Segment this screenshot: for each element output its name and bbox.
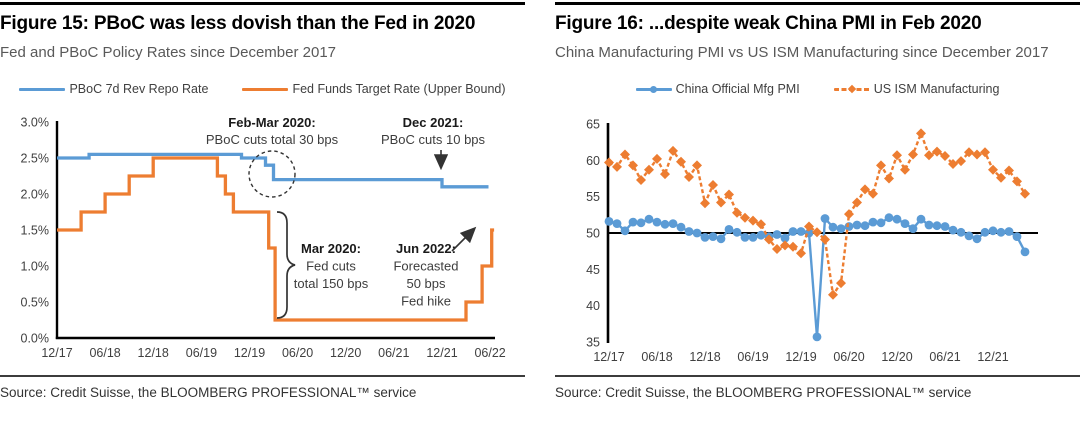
svg-text:06/18: 06/18 bbox=[89, 346, 120, 360]
svg-text:06/20: 06/20 bbox=[833, 350, 864, 364]
svg-text:Fed cuts: Fed cuts bbox=[306, 259, 356, 274]
svg-text:2.5%: 2.5% bbox=[21, 152, 50, 166]
svg-text:35: 35 bbox=[586, 336, 600, 350]
figure15-chart: 3.0% 2.5% 2.0% 1.5% 1.0% 0.5% 0.0%12/17 06/18 12… bbox=[21, 115, 506, 360]
svg-text:55: 55 bbox=[586, 190, 600, 204]
legend-label-pboc-rate: PBoC 7d Rev Repo Rate bbox=[69, 82, 209, 96]
legend-item-us-ism: US ISM Manufacturing bbox=[833, 82, 1000, 96]
svg-text:total 150 bps: total 150 bps bbox=[294, 276, 369, 291]
svg-text:12/20: 12/20 bbox=[881, 350, 912, 364]
svg-text:12/19: 12/19 bbox=[234, 346, 265, 360]
legend-item-pboc-rate: PBoC 7d Rev Repo Rate bbox=[19, 82, 208, 96]
pboc-line-swatch-icon bbox=[19, 85, 66, 94]
legend-label-fed-rate: Fed Funds Target Rate (Upper Bound) bbox=[292, 82, 506, 96]
svg-text:06/20: 06/20 bbox=[282, 346, 313, 360]
figure16-subtitle: China Manufacturing PMI vs US ISM Manufa… bbox=[555, 44, 1049, 61]
figure16-panel: Figure 16: ...despite weak China PMI in … bbox=[555, 0, 1080, 426]
svg-text:65: 65 bbox=[586, 118, 600, 132]
figure15-source-rule bbox=[0, 375, 525, 377]
china-pmi-swatch-icon bbox=[635, 85, 672, 94]
svg-text:12/20: 12/20 bbox=[330, 346, 361, 360]
legend-label-us-ism: US ISM Manufacturing bbox=[873, 82, 1000, 96]
svg-text:12/17: 12/17 bbox=[593, 350, 624, 364]
figure15-title: Figure 15: PBoC was less dovish than the… bbox=[0, 13, 476, 34]
svg-text:45: 45 bbox=[586, 263, 600, 277]
figure15-top-rule bbox=[0, 2, 525, 5]
svg-text:12/18: 12/18 bbox=[138, 346, 169, 360]
legend-label-china-pmi: China Official Mfg PMI bbox=[675, 82, 800, 96]
svg-text:06/18: 06/18 bbox=[641, 350, 672, 364]
svg-text:06/21: 06/21 bbox=[378, 346, 409, 360]
svg-text:Fed hike: Fed hike bbox=[401, 294, 451, 309]
svg-text:12/18: 12/18 bbox=[689, 350, 720, 364]
figure15-source: Source: Credit Suisse, the BLOOMBERG PRO… bbox=[0, 385, 417, 400]
svg-text:PBoC cuts total 30 bps: PBoC cuts total 30 bps bbox=[206, 132, 339, 147]
svg-text:2.0%: 2.0% bbox=[21, 188, 50, 202]
svg-text:50: 50 bbox=[586, 227, 600, 241]
legend-item-china-pmi: China Official Mfg PMI bbox=[635, 82, 800, 96]
svg-text:06/19: 06/19 bbox=[737, 350, 768, 364]
fed-line-swatch-icon bbox=[242, 85, 289, 94]
svg-text:0.5%: 0.5% bbox=[21, 296, 50, 310]
svg-text:Forecasted: Forecasted bbox=[393, 259, 458, 274]
svg-text:12/19: 12/19 bbox=[785, 350, 816, 364]
figure15-subtitle: Fed and PBoC Policy Rates since December… bbox=[0, 44, 337, 61]
figure15-panel: Figure 15: PBoC was less dovish than the… bbox=[0, 0, 525, 426]
svg-text:1.5%: 1.5% bbox=[21, 224, 50, 238]
figure16-source-rule bbox=[555, 375, 1080, 377]
figure16-top-rule bbox=[555, 2, 1080, 5]
svg-text:PBoC cuts 10 bps: PBoC cuts 10 bps bbox=[381, 132, 486, 147]
svg-text:Dec 2021:: Dec 2021: bbox=[403, 115, 464, 130]
svg-text:06/19: 06/19 bbox=[186, 346, 217, 360]
svg-text:06/21: 06/21 bbox=[929, 350, 960, 364]
svg-text:60: 60 bbox=[586, 154, 600, 168]
svg-text:3.0%: 3.0% bbox=[21, 116, 50, 130]
svg-text:Feb-Mar 2020:: Feb-Mar 2020: bbox=[228, 115, 315, 130]
figure16-title: Figure 16: ...despite weak China PMI in … bbox=[555, 13, 982, 34]
legend-item-fed-rate: Fed Funds Target Rate (Upper Bound) bbox=[242, 82, 506, 96]
us-ism-swatch-icon bbox=[833, 84, 870, 94]
svg-text:06/22: 06/22 bbox=[474, 346, 505, 360]
svg-text:0.0%: 0.0% bbox=[21, 332, 50, 346]
svg-text:12/21: 12/21 bbox=[426, 346, 457, 360]
svg-text:50 bps: 50 bps bbox=[406, 276, 446, 291]
figure16-legend: China Official Mfg PMI US ISM Manufactur… bbox=[555, 80, 1080, 98]
svg-text:Mar 2020:: Mar 2020: bbox=[301, 241, 361, 256]
svg-text:12/17: 12/17 bbox=[41, 346, 72, 360]
svg-text:1.0%: 1.0% bbox=[21, 260, 50, 274]
svg-text:Jun 2022:: Jun 2022: bbox=[396, 241, 456, 256]
svg-text:40: 40 bbox=[586, 299, 600, 313]
figure15-legend: PBoC 7d Rev Repo Rate Fed Funds Target R… bbox=[0, 80, 525, 98]
figure16-source: Source: Credit Suisse, the BLOOMBERG PRO… bbox=[555, 385, 972, 400]
svg-text:12/21: 12/21 bbox=[977, 350, 1008, 364]
